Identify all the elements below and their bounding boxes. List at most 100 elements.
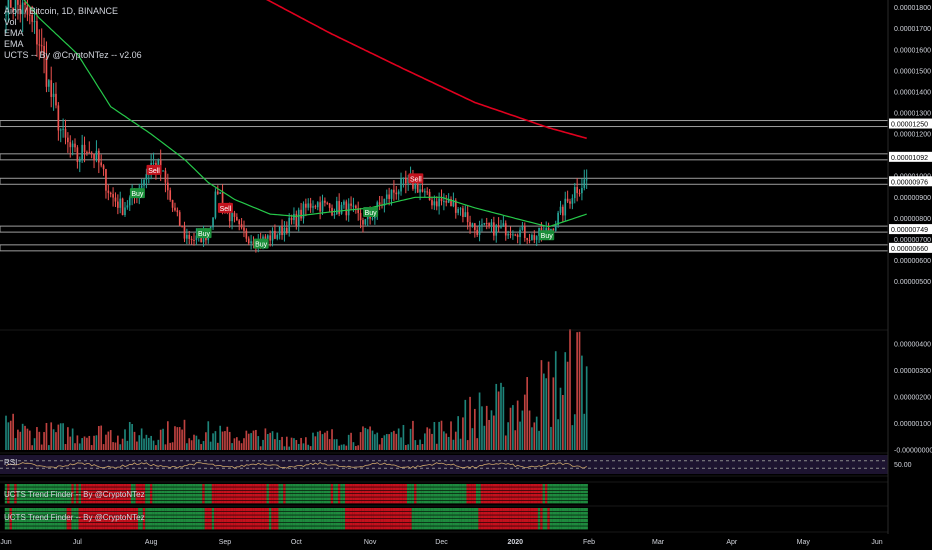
- trend-finder-1-cell: [414, 484, 417, 487]
- trend-finder-2-cell: [57, 526, 60, 530]
- trend-finder-1-cell: [323, 497, 327, 501]
- trend-finder-2-cell: [23, 519, 27, 523]
- volume-bar: [366, 429, 369, 450]
- trend-finder-1-cell: [64, 497, 67, 501]
- trend-finder-2-cell: [540, 526, 543, 530]
- candle-body: [233, 212, 236, 217]
- trend-finder-2-cell: [573, 515, 577, 519]
- volume-bar: [454, 431, 457, 450]
- trend-finder-2-cell: [340, 526, 343, 530]
- trend-finder-1-cell: [59, 500, 62, 504]
- candle-body: [228, 210, 231, 222]
- trend-finder-2-cell: [452, 511, 455, 515]
- indicator-ema-1[interactable]: EMA: [4, 28, 24, 38]
- trend-finder-1-cell: [359, 490, 362, 494]
- trend-finder-1-cell: [230, 494, 234, 497]
- trend-finder-1-cell: [49, 484, 53, 487]
- volume-bar: [571, 425, 574, 450]
- trend-finder-1-cell: [52, 484, 55, 487]
- trend-finder-2-cell: [509, 515, 512, 519]
- trend-finder-2-cell: [561, 519, 565, 523]
- volume-bar: [507, 422, 509, 450]
- trend-finder-2-cell: [518, 508, 522, 512]
- trend-finder-1-cell: [352, 500, 355, 504]
- trend-finder-1-cell: [4, 497, 8, 501]
- rsi-panel-label[interactable]: RSI: [4, 458, 18, 467]
- trend-finder-1-cell: [285, 494, 289, 497]
- trend-finder-2-cell: [49, 511, 53, 515]
- trend-finder-1-cell: [154, 487, 158, 491]
- trend-finder-2-cell: [516, 519, 519, 523]
- trend-finder-2-cell: [416, 511, 419, 515]
- trend-finder-2-cell: [235, 508, 239, 512]
- volume-bar: [52, 429, 55, 450]
- trend-finder-2-cell: [380, 508, 384, 512]
- trend-finder-1-cell: [490, 484, 493, 487]
- volume-bar: [547, 361, 550, 450]
- volume-bar: [343, 444, 345, 450]
- indicator-ema-2[interactable]: EMA: [4, 39, 24, 49]
- trend-finder-1-cell: [487, 500, 491, 504]
- trend-finder-1-cell: [180, 494, 184, 497]
- signal-badge: [539, 230, 555, 241]
- trend-finder-1-cell: [373, 494, 377, 497]
- trend-finder-2-cell: [145, 511, 148, 515]
- trend-finder-1-cell: [535, 487, 538, 491]
- trend-finder-1-cell: [116, 487, 120, 491]
- volume-bar: [512, 405, 514, 450]
- volume-bar: [174, 426, 176, 450]
- trend-finder-2-cell: [188, 522, 191, 526]
- trend-finder-2-cell: [514, 511, 517, 515]
- trend-finder-1-cell: [109, 490, 112, 494]
- trend-finder-2-cell: [485, 522, 488, 526]
- indicator-ucts[interactable]: UCTS -- By @CryptoNTez -- v2.06: [4, 50, 142, 60]
- trend-finder-1-cell: [454, 500, 458, 504]
- candle-body: [316, 202, 319, 208]
- trend-finder-2-cell: [109, 519, 112, 523]
- trend-finder-1-cell: [54, 487, 58, 491]
- trend-finder-1-cell: [506, 497, 510, 501]
- trend-finder-2-cell: [559, 511, 562, 515]
- trend-finder-2-cell: [109, 511, 112, 515]
- trend-finder-2-cell: [440, 511, 443, 515]
- trend-finder-2-cell: [480, 515, 484, 519]
- trend-finder-1-cell: [221, 484, 224, 487]
- signal-badge: [129, 188, 145, 199]
- trend-finder-2-cell: [511, 508, 515, 512]
- trend-finder-2-cell: [283, 526, 286, 530]
- trend-finder-1-cell: [202, 487, 205, 491]
- trend-finder-1-cell: [306, 487, 310, 491]
- trend-finder-1-cell: [492, 497, 496, 501]
- trend-finder-2-cell: [461, 526, 465, 530]
- trend-finder-2-cell: [542, 526, 546, 530]
- trend-finder-2-cell: [128, 522, 131, 526]
- trend-finder-1-cell: [318, 490, 322, 494]
- trend-finder-2-cell: [180, 515, 184, 519]
- trend-finder-1-cell: [349, 487, 353, 491]
- candle-body: [186, 234, 188, 239]
- trend-finder-1-cell: [54, 494, 58, 497]
- trend-finder-1-cell: [166, 487, 170, 491]
- trend-finder-1-cell: [35, 490, 39, 494]
- trend-finder-2-cell: [278, 519, 281, 523]
- trend-finder-2-cell: [157, 526, 160, 530]
- trend-finder-1-cell: [21, 490, 24, 494]
- trend-finder-2-cell: [287, 515, 291, 519]
- trend-finder-2-label[interactable]: UCTS Trend Finder -- By @CryptoNTez: [4, 513, 145, 522]
- indicator-vol[interactable]: Vol: [4, 17, 17, 27]
- trend-finder-2-cell: [461, 511, 465, 515]
- candle-body: [447, 199, 450, 203]
- trend-finder-2-cell: [171, 522, 174, 526]
- candle-body: [485, 222, 488, 224]
- trend-finder-2-cell: [35, 519, 39, 523]
- trend-finder-1-label[interactable]: UCTS Trend Finder -- By @CryptoNTez: [4, 490, 145, 499]
- trend-finder-1-cell: [392, 494, 396, 497]
- trend-finder-1-cell: [544, 484, 548, 487]
- trend-finder-2-cell: [95, 511, 98, 515]
- trend-finder-1-cell: [90, 490, 93, 494]
- trend-finder-1-cell: [425, 494, 429, 497]
- trend-finder-1-cell: [245, 487, 248, 491]
- trend-finder-1-cell: [328, 500, 331, 504]
- trend-finder-2-cell: [28, 522, 32, 526]
